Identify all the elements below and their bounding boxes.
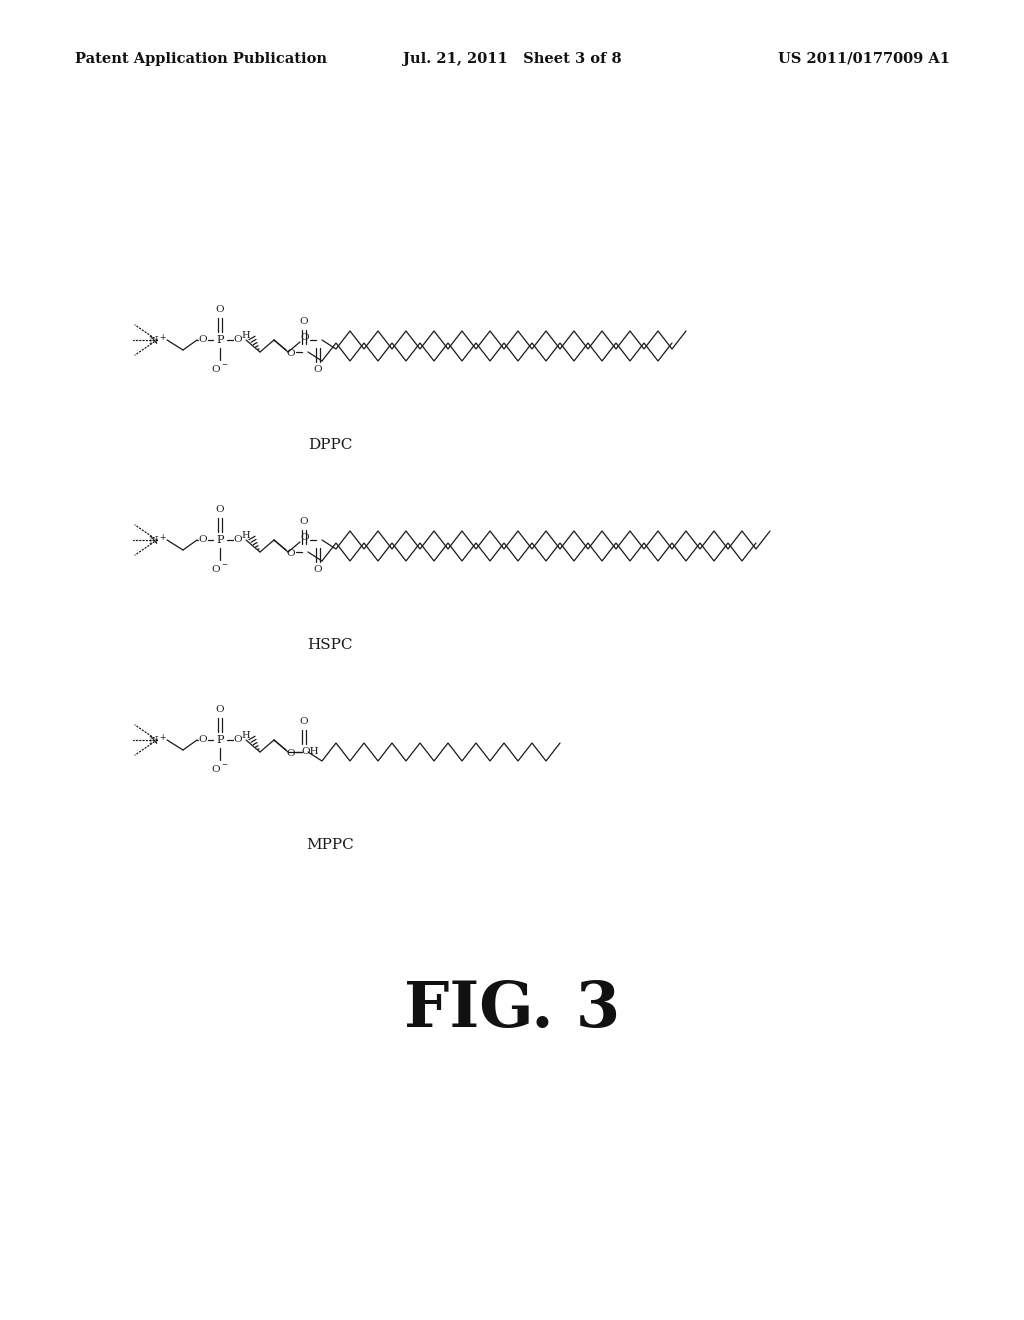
Text: US 2011/0177009 A1: US 2011/0177009 A1 (778, 51, 950, 66)
Text: Patent Application Publication: Patent Application Publication (75, 51, 327, 66)
Text: P: P (216, 335, 224, 345)
Text: N$^+$: N$^+$ (147, 532, 167, 548)
Text: MPPC: MPPC (306, 838, 354, 851)
Text: O: O (233, 335, 243, 345)
Text: O: O (313, 366, 323, 375)
Text: H: H (242, 532, 250, 540)
Text: O: O (216, 506, 224, 515)
Text: O: O (287, 750, 295, 759)
Text: O: O (216, 705, 224, 714)
Text: O: O (216, 305, 224, 314)
Text: P: P (216, 735, 224, 744)
Text: O: O (300, 517, 308, 527)
Text: O: O (300, 318, 308, 326)
Text: H: H (242, 331, 250, 341)
Text: O: O (287, 549, 295, 558)
Text: P: P (216, 535, 224, 545)
Text: O: O (287, 350, 295, 359)
Text: N$^+$: N$^+$ (147, 333, 167, 347)
Text: O$^-$: O$^-$ (211, 564, 228, 574)
Text: O: O (313, 565, 323, 574)
Text: O$^-$: O$^-$ (211, 363, 228, 375)
Text: DPPC: DPPC (308, 438, 352, 451)
Text: O: O (199, 335, 207, 345)
Text: O: O (301, 334, 309, 342)
Text: O: O (199, 536, 207, 544)
Text: N$^+$: N$^+$ (147, 733, 167, 747)
Text: H: H (242, 731, 250, 741)
Text: O$^-$: O$^-$ (211, 763, 228, 775)
Text: O: O (199, 735, 207, 744)
Text: OH: OH (301, 747, 318, 756)
Text: Jul. 21, 2011   Sheet 3 of 8: Jul. 21, 2011 Sheet 3 of 8 (402, 51, 622, 66)
Text: O: O (301, 533, 309, 543)
Text: O: O (233, 735, 243, 744)
Text: O: O (233, 536, 243, 544)
Text: O: O (300, 718, 308, 726)
Text: HSPC: HSPC (307, 638, 352, 652)
Text: FIG. 3: FIG. 3 (403, 979, 621, 1040)
